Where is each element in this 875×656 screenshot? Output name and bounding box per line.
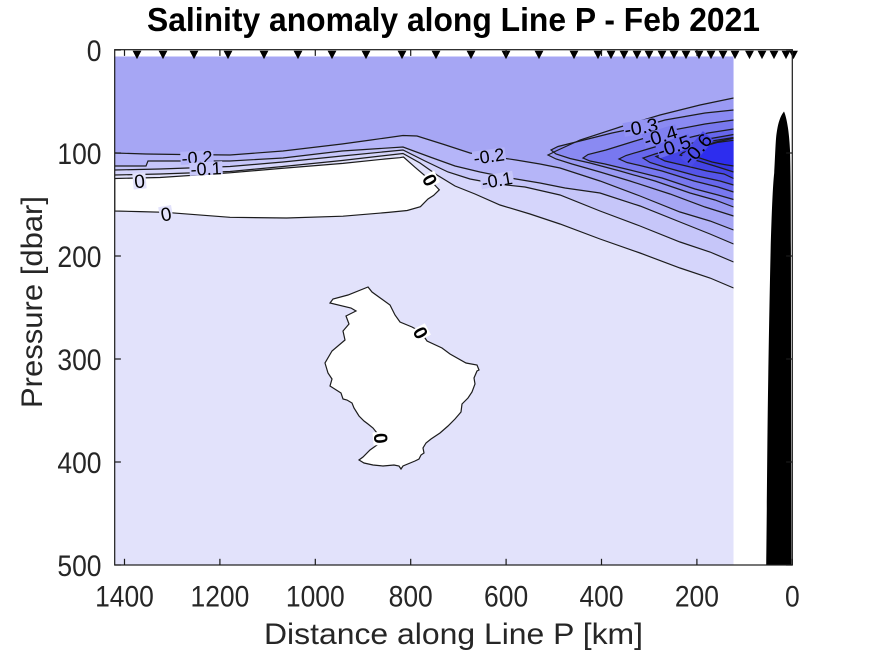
svg-text:600: 600 xyxy=(484,580,528,613)
svg-text:300: 300 xyxy=(57,344,101,377)
svg-text:Pressure [dbar]: Pressure [dbar] xyxy=(16,196,49,408)
svg-text:Salinity anomaly along Line P: Salinity anomaly along Line P - Feb 2021 xyxy=(147,1,760,38)
svg-text:0: 0 xyxy=(369,432,391,444)
svg-text:0: 0 xyxy=(159,204,173,227)
svg-text:-0.1: -0.1 xyxy=(190,158,222,180)
svg-text:200: 200 xyxy=(57,241,101,274)
svg-text:800: 800 xyxy=(389,580,433,613)
svg-text:100: 100 xyxy=(57,138,101,171)
svg-text:0: 0 xyxy=(133,171,145,193)
svg-text:0: 0 xyxy=(87,35,102,68)
svg-text:0: 0 xyxy=(785,580,800,613)
svg-text:400: 400 xyxy=(579,580,623,613)
svg-text:400: 400 xyxy=(57,447,101,480)
svg-text:1200: 1200 xyxy=(191,580,250,613)
svg-text:1000: 1000 xyxy=(286,580,345,613)
svg-text:-0.2: -0.2 xyxy=(472,144,505,168)
svg-text:Distance along Line P [km]: Distance along Line P [km] xyxy=(264,618,643,651)
svg-text:500: 500 xyxy=(57,550,101,583)
svg-text:200: 200 xyxy=(675,580,719,613)
svg-text:1400: 1400 xyxy=(95,580,154,613)
